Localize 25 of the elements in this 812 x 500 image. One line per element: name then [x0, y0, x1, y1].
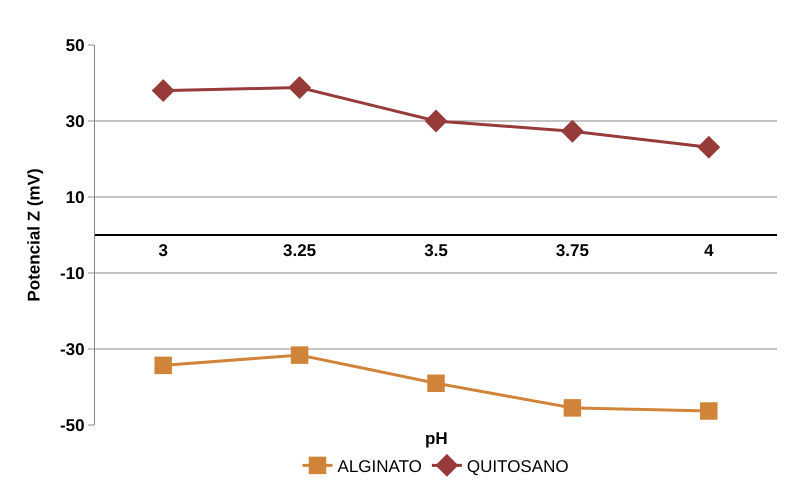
x-tick-label: 3 — [158, 241, 168, 260]
y-axis-title: Potencial Z (mV) — [24, 168, 44, 302]
point — [698, 136, 720, 158]
point — [288, 76, 311, 99]
x-tick-label: 4 — [704, 241, 714, 260]
point — [152, 79, 174, 102]
point — [290, 346, 308, 364]
point — [154, 356, 172, 374]
y-tick-label: 10 — [66, 188, 85, 207]
legend-label: ALGINATO — [338, 456, 422, 476]
y-tick-label: -50 — [60, 416, 85, 435]
point — [564, 399, 582, 417]
point — [427, 374, 445, 392]
x-tick-label: 3.75 — [556, 241, 589, 260]
y-tick-label: 50 — [66, 36, 85, 55]
x-axis-title: pH — [425, 429, 448, 448]
legend-label: QUITOSANO — [466, 456, 569, 476]
point — [424, 110, 448, 132]
point — [561, 120, 584, 142]
y-tick-label: -30 — [60, 340, 85, 359]
x-tick-label: 3.5 — [424, 241, 448, 260]
point — [700, 402, 718, 420]
x-tick-label: 3.25 — [283, 241, 316, 260]
y-tick-label: 30 — [66, 112, 85, 131]
y-tick-label: -10 — [60, 264, 85, 283]
